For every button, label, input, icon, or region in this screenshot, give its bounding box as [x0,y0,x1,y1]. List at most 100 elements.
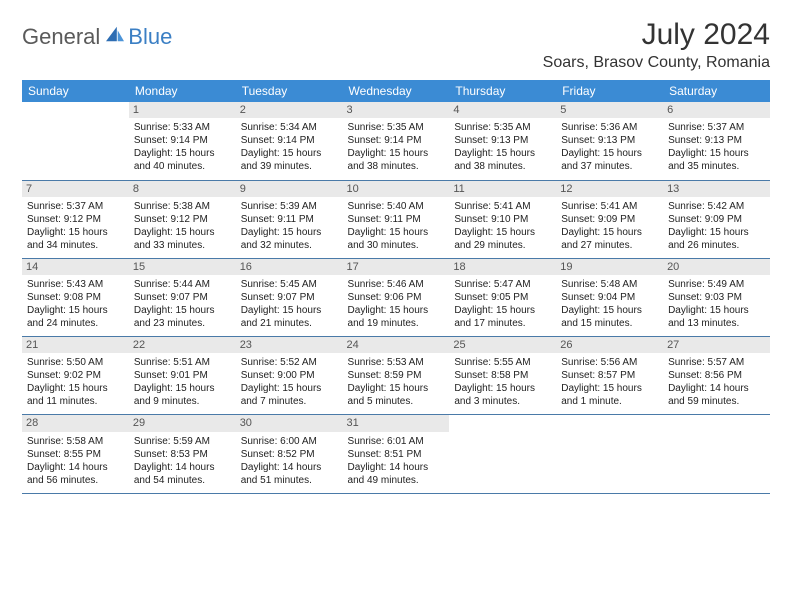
calendar-day-cell: 16Sunrise: 5:45 AMSunset: 9:07 PMDayligh… [236,258,343,336]
sun-info-line: Sunset: 9:13 PM [668,134,765,147]
day-number: 18 [449,259,556,275]
header: General Blue July 2024 Soars, Brasov Cou… [22,18,770,72]
sun-info-line: and 1 minute. [561,395,658,408]
sun-info-line: Sunset: 9:09 PM [668,213,765,226]
day-number: 7 [22,181,129,197]
day-number: 6 [663,102,770,118]
day-number: 29 [129,415,236,431]
sun-info-line: Sunrise: 5:51 AM [134,356,231,369]
day-number: 10 [343,181,450,197]
sun-info-line: Sunset: 8:55 PM [27,448,124,461]
sun-info-line: and 17 minutes. [454,317,551,330]
weekday-header: Wednesday [343,80,450,102]
sun-info-line: Sunset: 9:09 PM [561,213,658,226]
sun-info-line: and 24 minutes. [27,317,124,330]
sun-info-line: Daylight: 14 hours [668,382,765,395]
calendar-day-cell [556,415,663,493]
day-number: 9 [236,181,343,197]
calendar-day-cell [22,102,129,180]
sun-info-line: and 21 minutes. [241,317,338,330]
sun-info-line: Daylight: 15 hours [134,226,231,239]
sun-info-line: Sunrise: 5:46 AM [348,278,445,291]
calendar-day-cell: 26Sunrise: 5:56 AMSunset: 8:57 PMDayligh… [556,337,663,415]
sun-info-line: and 3 minutes. [454,395,551,408]
calendar-week-row: 7Sunrise: 5:37 AMSunset: 9:12 PMDaylight… [22,180,770,258]
calendar-day-cell: 4Sunrise: 5:35 AMSunset: 9:13 PMDaylight… [449,102,556,180]
sun-info-line: Daylight: 15 hours [241,226,338,239]
sun-info-line: Sunset: 9:14 PM [241,134,338,147]
sun-info-line: Sunrise: 5:42 AM [668,200,765,213]
sun-info-line: and 35 minutes. [668,160,765,173]
sun-info-line: and 29 minutes. [454,239,551,252]
sun-info-line: Sunset: 9:12 PM [27,213,124,226]
sun-info-line: Sunrise: 5:40 AM [348,200,445,213]
day-number: 15 [129,259,236,275]
calendar-day-cell: 22Sunrise: 5:51 AMSunset: 9:01 PMDayligh… [129,337,236,415]
sun-info-line: Sunset: 9:00 PM [241,369,338,382]
sun-info-line: Daylight: 15 hours [561,226,658,239]
sun-info-line: Sunrise: 6:00 AM [241,435,338,448]
sun-info-line: Sunrise: 5:56 AM [561,356,658,369]
sun-info-line: and 9 minutes. [134,395,231,408]
sun-info-line: Sunset: 9:12 PM [134,213,231,226]
sun-info-line: and 59 minutes. [668,395,765,408]
calendar-week-row: 28Sunrise: 5:58 AMSunset: 8:55 PMDayligh… [22,415,770,493]
weekday-header: Thursday [449,80,556,102]
logo-word-2: Blue [128,24,172,50]
sun-info-line: Sunset: 9:01 PM [134,369,231,382]
sun-info-line: Daylight: 14 hours [241,461,338,474]
sun-info-line: Sunrise: 5:35 AM [454,121,551,134]
calendar-day-cell: 11Sunrise: 5:41 AMSunset: 9:10 PMDayligh… [449,180,556,258]
weekday-header-row: Sunday Monday Tuesday Wednesday Thursday… [22,80,770,102]
sun-info-line: Sunrise: 5:47 AM [454,278,551,291]
sun-info-line: and 27 minutes. [561,239,658,252]
day-number: 25 [449,337,556,353]
sun-info-line: Daylight: 14 hours [27,461,124,474]
sun-info-line: and 38 minutes. [348,160,445,173]
sun-info-line: Daylight: 15 hours [668,226,765,239]
calendar-day-cell: 14Sunrise: 5:43 AMSunset: 9:08 PMDayligh… [22,258,129,336]
sun-info-line: Daylight: 15 hours [348,382,445,395]
sun-info-line: and 56 minutes. [27,474,124,487]
location: Soars, Brasov County, Romania [543,54,770,72]
day-number: 23 [236,337,343,353]
sun-info-line: Daylight: 15 hours [241,147,338,160]
calendar-day-cell: 7Sunrise: 5:37 AMSunset: 9:12 PMDaylight… [22,180,129,258]
day-number: 31 [343,415,450,431]
sun-info-line: and 37 minutes. [561,160,658,173]
sun-info-line: and 30 minutes. [348,239,445,252]
day-number: 14 [22,259,129,275]
sun-info-line: Sunset: 9:13 PM [561,134,658,147]
sun-info-line: Daylight: 15 hours [134,147,231,160]
sun-info-line: Sunrise: 5:59 AM [134,435,231,448]
sun-info-line: Sunset: 9:06 PM [348,291,445,304]
sun-info-line: Sunset: 9:14 PM [134,134,231,147]
sun-info-line: Daylight: 15 hours [668,304,765,317]
day-number: 16 [236,259,343,275]
sun-info-line: Sunset: 9:13 PM [454,134,551,147]
sun-info-line: and 11 minutes. [27,395,124,408]
logo: General Blue [22,18,172,50]
sun-info-line: Sunset: 8:52 PM [241,448,338,461]
sun-info-line: Sunrise: 5:41 AM [561,200,658,213]
calendar-day-cell: 21Sunrise: 5:50 AMSunset: 9:02 PMDayligh… [22,337,129,415]
calendar-day-cell: 6Sunrise: 5:37 AMSunset: 9:13 PMDaylight… [663,102,770,180]
day-number: 8 [129,181,236,197]
day-number: 4 [449,102,556,118]
weekday-header: Saturday [663,80,770,102]
day-number: 11 [449,181,556,197]
day-number: 12 [556,181,663,197]
sun-info-line: and 49 minutes. [348,474,445,487]
calendar-day-cell: 1Sunrise: 5:33 AMSunset: 9:14 PMDaylight… [129,102,236,180]
sun-info-line: Sunset: 8:58 PM [454,369,551,382]
sun-info-line: Sunrise: 5:38 AM [134,200,231,213]
calendar-day-cell: 31Sunrise: 6:01 AMSunset: 8:51 PMDayligh… [343,415,450,493]
sun-info-line: Sunset: 9:11 PM [348,213,445,226]
sun-info-line: Sunrise: 5:44 AM [134,278,231,291]
calendar-day-cell: 2Sunrise: 5:34 AMSunset: 9:14 PMDaylight… [236,102,343,180]
sun-info-line: Sunset: 9:07 PM [241,291,338,304]
sun-info-line: and 51 minutes. [241,474,338,487]
sun-info-line: Sunrise: 5:33 AM [134,121,231,134]
logo-sail-icon [104,25,126,43]
calendar-day-cell: 28Sunrise: 5:58 AMSunset: 8:55 PMDayligh… [22,415,129,493]
